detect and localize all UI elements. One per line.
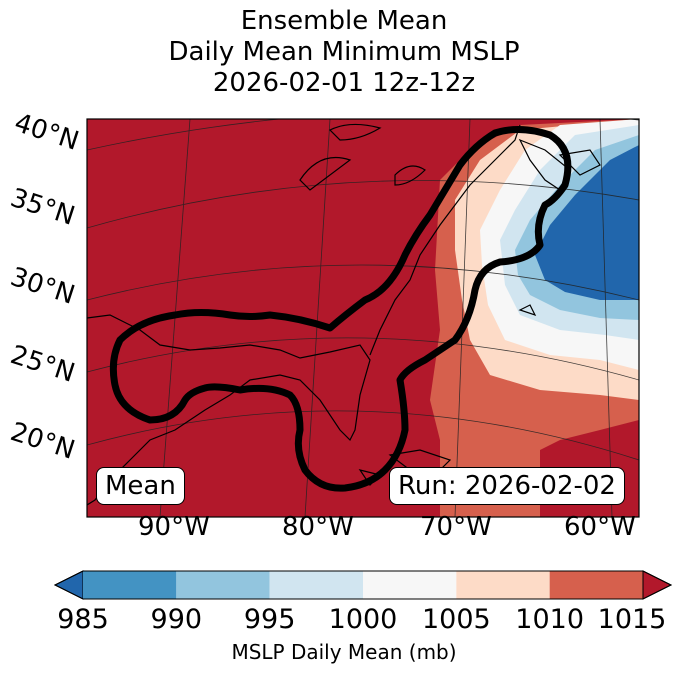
colorbar-tick-label: 985	[57, 604, 109, 635]
pressure-contour-outline	[109, 126, 572, 492]
colorbar-segment	[176, 571, 270, 599]
colorbar-tick-label: 1010	[515, 604, 585, 635]
colorbar-tick-label: 1000	[328, 604, 398, 635]
lon-label-80w: 80°W	[282, 512, 354, 542]
colorbar	[53, 570, 673, 600]
colorbar-segment	[549, 571, 643, 599]
lon-label-70w: 70°W	[420, 512, 492, 542]
run-label: Run: 2026-02-02	[389, 467, 625, 505]
colorbar-extend-max	[642, 570, 673, 600]
colorbar-tick-label: 1005	[421, 604, 491, 635]
map-frame	[86, 118, 640, 518]
mean-label: Mean	[96, 467, 185, 505]
title-line-2: Daily Mean Minimum MSLP	[168, 37, 520, 67]
title-line-1: Ensemble Mean	[240, 6, 448, 36]
pressure-band-below-985	[535, 145, 639, 300]
colorbar-segment	[363, 571, 457, 599]
colorbar-outline	[53, 570, 673, 600]
colorbar-extend-min	[53, 570, 84, 600]
colorbar-segment	[83, 571, 177, 599]
lon-label-90w: 90°W	[138, 512, 210, 542]
colorbar-tick-label: 990	[150, 604, 203, 635]
colorbar-segment	[456, 571, 550, 599]
colorbar-segment	[269, 571, 363, 599]
title-line-3: 2026-02-01 12z-12z	[212, 68, 476, 98]
map-panel	[87, 119, 639, 517]
colorbar-title: MSLP Daily Mean (mb)	[231, 640, 457, 664]
colorbar-tick-label: 995	[243, 604, 296, 635]
lon-label-60w: 60°W	[564, 512, 636, 542]
colorbar-tick-label: 1015	[597, 604, 667, 635]
